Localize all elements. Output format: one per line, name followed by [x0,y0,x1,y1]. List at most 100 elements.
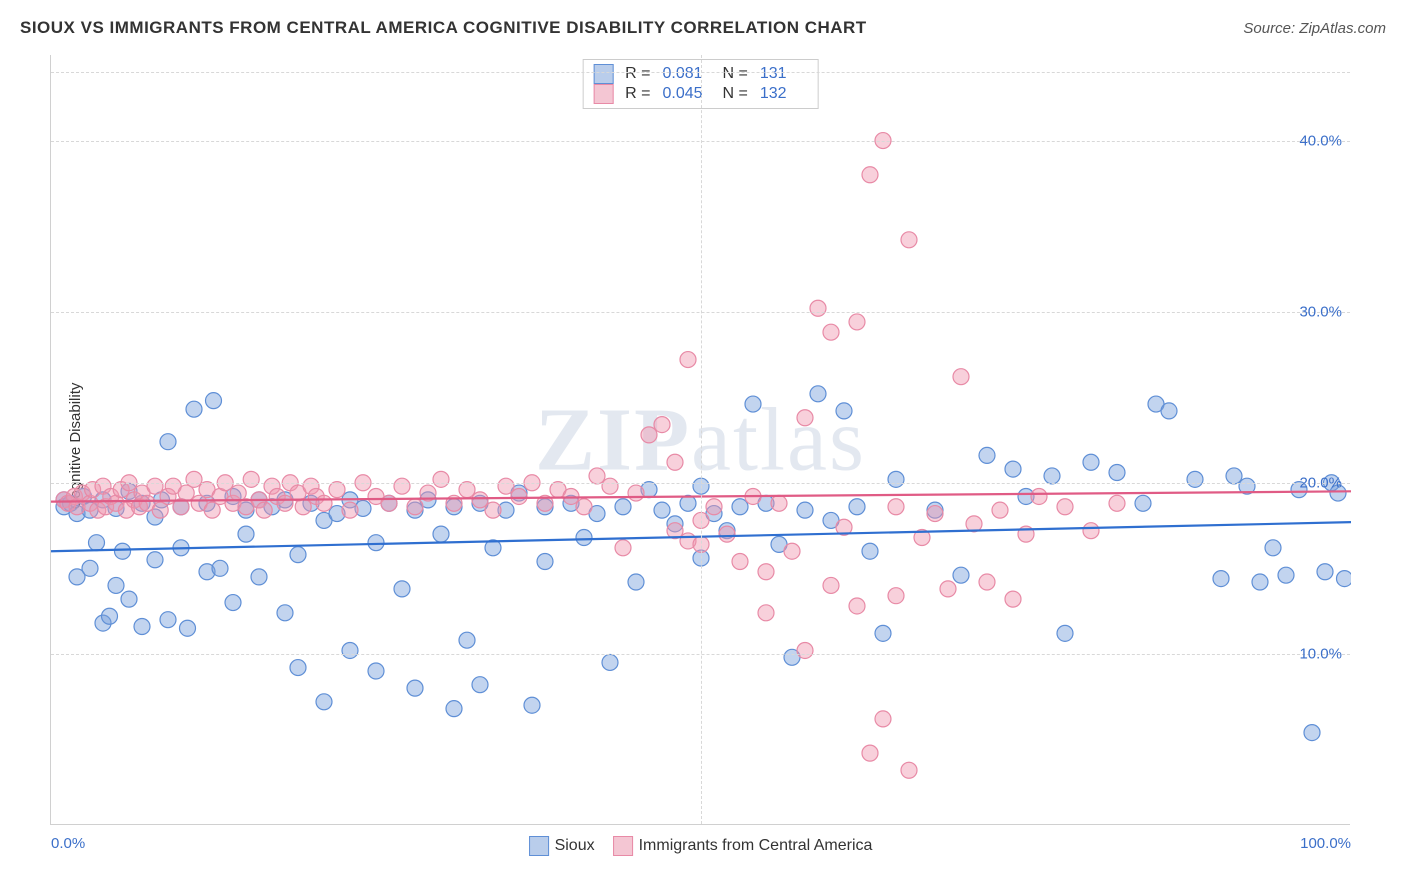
y-tick-label: 40.0% [1299,132,1342,149]
data-point [206,393,222,409]
data-point [121,591,137,607]
data-point [784,543,800,559]
n-value-immigrants: 132 [760,85,808,103]
data-point [212,560,228,576]
data-point [797,502,813,518]
data-point [615,540,631,556]
data-point [459,482,475,498]
source-label: Source: ZipAtlas.com [1243,20,1386,37]
data-point [186,471,202,487]
data-point [836,403,852,419]
data-point [979,574,995,590]
data-point [225,595,241,611]
data-point [82,560,98,576]
data-point [771,495,787,511]
data-point [888,471,904,487]
swatch-immigrants-bottom [613,836,633,856]
data-point [511,488,527,504]
data-point [1109,495,1125,511]
data-point [758,564,774,580]
data-point [115,543,131,559]
legend-item-sioux: Sioux [529,836,595,856]
data-point [1317,564,1333,580]
data-point [1109,465,1125,481]
data-point [277,495,293,511]
swatch-immigrants [593,84,613,104]
data-point [667,454,683,470]
swatch-sioux [593,64,613,84]
data-point [888,499,904,515]
data-point [901,232,917,248]
data-point [459,632,475,648]
x-tick-label: 100.0% [1300,835,1351,852]
data-point [745,396,761,412]
gridline-v [701,55,702,824]
data-point [108,577,124,593]
data-point [1005,461,1021,477]
data-point [407,499,423,515]
plot-area: ZIPatlas R = 0.081 N = 131 R = 0.045 N =… [50,55,1350,825]
data-point [1278,567,1294,583]
data-point [576,499,592,515]
data-point [797,642,813,658]
data-point [160,612,176,628]
data-point [927,506,943,522]
data-point [295,499,311,515]
data-point [1187,471,1203,487]
header: SIOUX VS IMMIGRANTS FROM CENTRAL AMERICA… [20,18,1386,38]
data-point [589,468,605,484]
data-point [797,410,813,426]
data-point [901,762,917,778]
data-point [732,553,748,569]
data-point [1057,625,1073,641]
data-point [277,605,293,621]
data-point [1337,571,1352,587]
data-point [823,577,839,593]
data-point [1226,468,1242,484]
data-point [1135,495,1151,511]
data-point [654,417,670,433]
data-point [875,711,891,727]
data-point [524,697,540,713]
r-value-sioux: 0.081 [663,65,711,83]
data-point [823,324,839,340]
data-point [979,447,995,463]
data-point [342,502,358,518]
data-point [147,478,163,494]
data-point [615,499,631,515]
data-point [160,434,176,450]
data-point [1083,523,1099,539]
data-point [256,502,272,518]
data-point [1304,725,1320,741]
data-point [316,495,332,511]
y-tick-label: 20.0% [1299,474,1342,491]
data-point [368,663,384,679]
data-point [628,485,644,501]
data-point [498,478,514,494]
data-point [992,502,1008,518]
data-point [433,471,449,487]
data-point [290,660,306,676]
data-point [654,502,670,518]
data-point [472,677,488,693]
data-point [641,427,657,443]
data-point [719,526,735,542]
data-point [446,701,462,717]
data-point [888,588,904,604]
data-point [1213,571,1229,587]
data-point [102,608,118,624]
data-point [394,478,410,494]
data-point [134,619,150,635]
data-point [602,478,618,494]
chart-title: SIOUX VS IMMIGRANTS FROM CENTRAL AMERICA… [20,18,867,38]
data-point [862,745,878,761]
data-point [1252,574,1268,590]
data-point [394,581,410,597]
data-point [1031,488,1047,504]
data-point [147,552,163,568]
data-point [89,535,105,551]
data-point [485,502,501,518]
data-point [537,553,553,569]
data-point [849,598,865,614]
data-point [316,694,332,710]
